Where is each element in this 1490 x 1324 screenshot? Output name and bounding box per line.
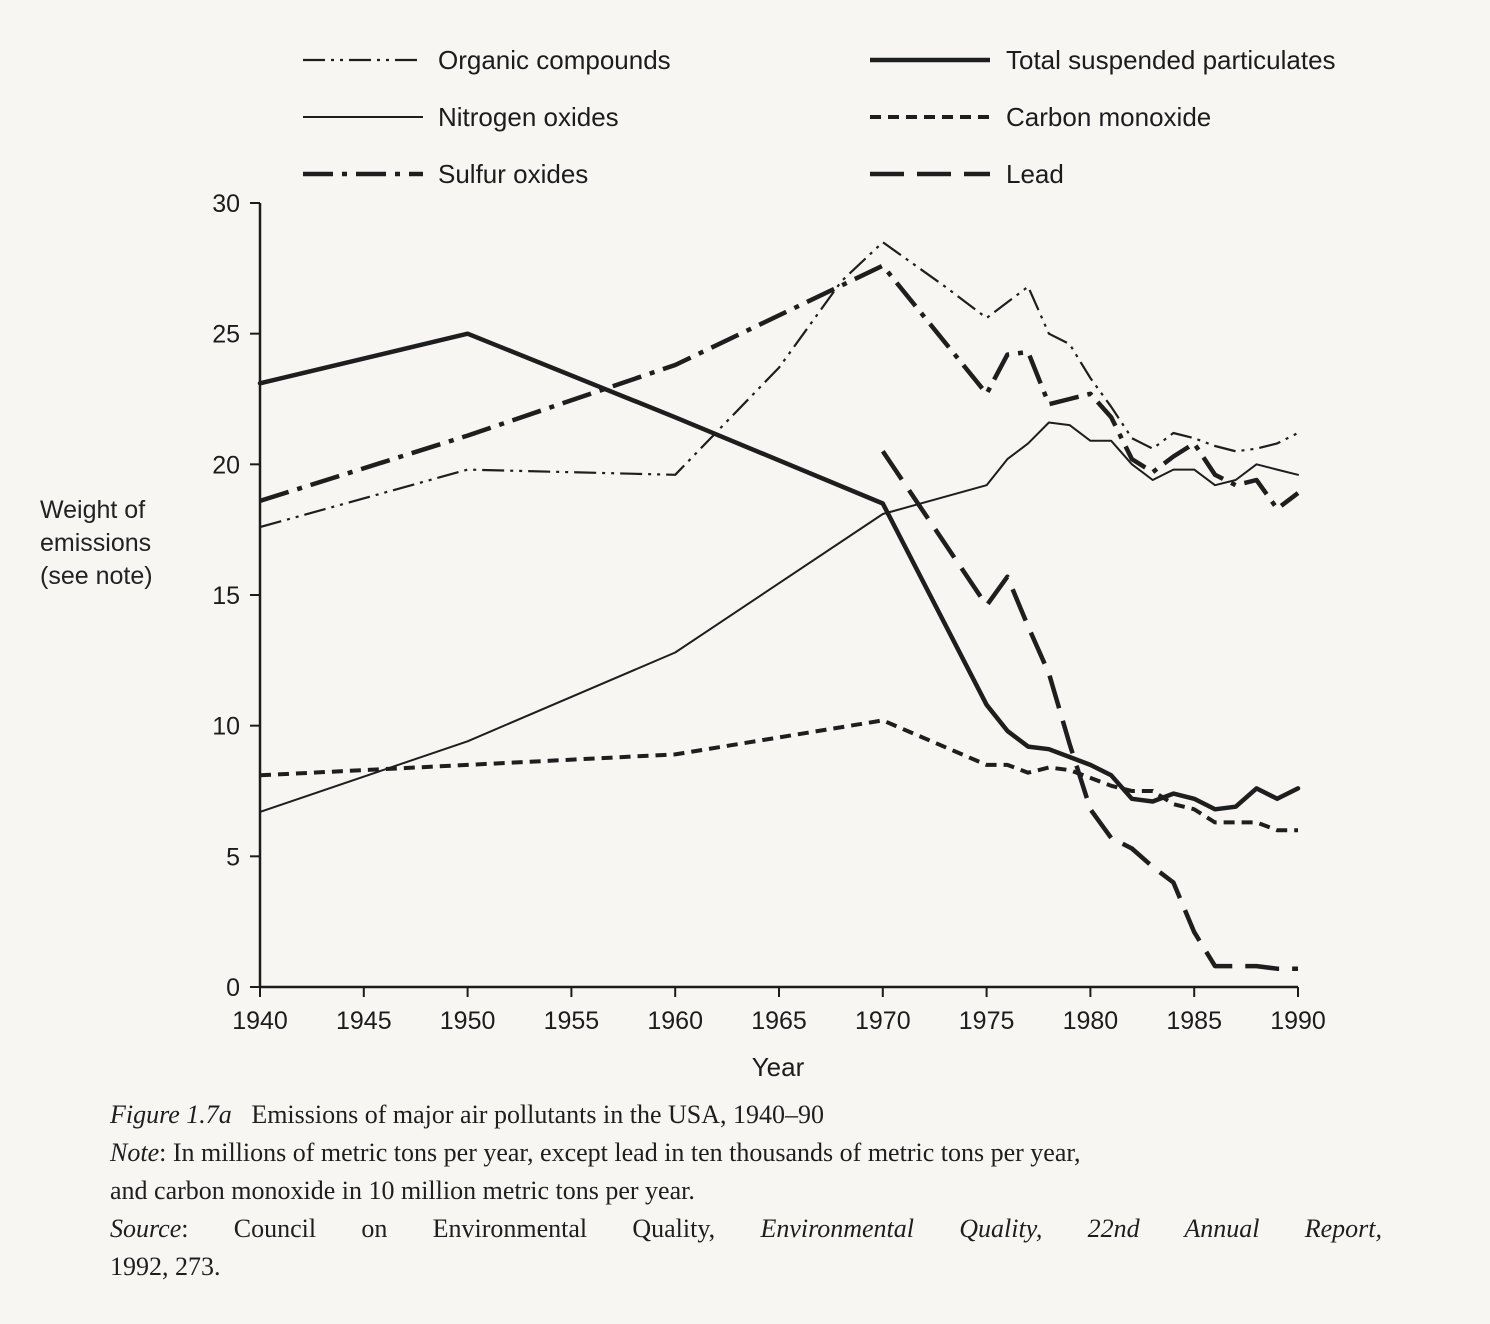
x-axis-title: Year xyxy=(752,1052,805,1082)
caption-source-line-2: 1992, 273. xyxy=(110,1248,1382,1286)
source-text: Council on Environmental Quality, xyxy=(233,1214,716,1243)
series-line-nitrogen-oxides xyxy=(259,421,1299,813)
x-tick-label: 1985 xyxy=(1166,1007,1222,1035)
figure-label: Figure 1.7a xyxy=(110,1100,232,1129)
legend-label: Total suspended particulates xyxy=(1006,45,1336,75)
y-axis-title: Weight of emissions (see note) xyxy=(40,494,153,593)
x-tick-label: 1950 xyxy=(440,1007,496,1035)
chart-axes: 0 5 10 15 20 25 30 1940 1945 1950 1955 1960 1965 1970… xyxy=(212,190,1326,1035)
x-tick-label: 1980 xyxy=(1063,1007,1119,1035)
y-tick-label: 25 xyxy=(212,321,240,349)
note-text: In millions of metric tons per year, exc… xyxy=(172,1138,1081,1167)
y-axis-title-line: emissions xyxy=(40,529,152,557)
series-line-total-suspended-particulates xyxy=(257,331,1301,812)
x-tick-label: 1965 xyxy=(751,1007,807,1035)
series-line-carbon-monoxide xyxy=(259,718,1298,833)
x-tick-label: 1955 xyxy=(544,1007,600,1035)
x-tick-label: 1945 xyxy=(336,1007,392,1035)
series-line-lead xyxy=(880,450,1298,971)
legend-label: Organic compounds xyxy=(438,45,671,75)
y-tick-label: 30 xyxy=(212,190,240,218)
note-label: Note xyxy=(110,1138,160,1167)
series-line-organic-compounds xyxy=(259,241,1299,529)
x-tick-label: 1975 xyxy=(959,1007,1015,1035)
y-tick-label: 20 xyxy=(212,451,240,479)
caption-source-line: Source: Council on Environmental Quality… xyxy=(110,1214,1383,1243)
x-tick-label: 1970 xyxy=(855,1007,911,1035)
source-label: Source xyxy=(110,1214,182,1243)
caption-note-line-2: and carbon monoxide in 10 million metric… xyxy=(110,1172,1382,1210)
y-tick-label: 5 xyxy=(226,843,240,871)
legend-label: Lead xyxy=(1006,159,1064,189)
chart-legend: Organic compounds Nitrogen oxides Sulfur o… xyxy=(303,45,1336,189)
legend-label: Nitrogen oxides xyxy=(438,102,619,132)
y-tick-label: 10 xyxy=(212,713,240,741)
x-tick-label: 1940 xyxy=(232,1007,288,1035)
legend-label: Carbon monoxide xyxy=(1006,102,1211,132)
y-axis-title-line: Weight of xyxy=(40,496,146,524)
source-title: Environmental Quality, 22nd Annual Repor… xyxy=(760,1214,1383,1243)
legend-label: Sulfur oxides xyxy=(438,159,588,189)
source-text-2: 1992, 273. xyxy=(110,1252,221,1281)
plot-area xyxy=(257,241,1301,971)
figure-caption: Figure 1.7a Emissions of major air pollu… xyxy=(110,1096,1382,1286)
figure-title: Emissions of major air pollutants in the… xyxy=(251,1100,824,1129)
x-tick-label: 1990 xyxy=(1270,1007,1326,1035)
y-tick-label: 0 xyxy=(226,974,240,1002)
series-line-sulfur-oxides xyxy=(259,263,1300,512)
emissions-line-chart: Organic compounds Nitrogen oxides Sulfur o… xyxy=(212,45,1336,1082)
x-tick-label: 1960 xyxy=(647,1007,703,1035)
caption-note-line: Note: In millions of metric tons per yea… xyxy=(110,1138,1081,1167)
y-axis-title-line: (see note) xyxy=(40,562,153,590)
caption-title-line: Figure 1.7a Emissions of major air pollu… xyxy=(110,1096,1382,1134)
note-text-2: and carbon monoxide in 10 million metric… xyxy=(110,1176,695,1205)
y-tick-label: 15 xyxy=(212,582,240,610)
